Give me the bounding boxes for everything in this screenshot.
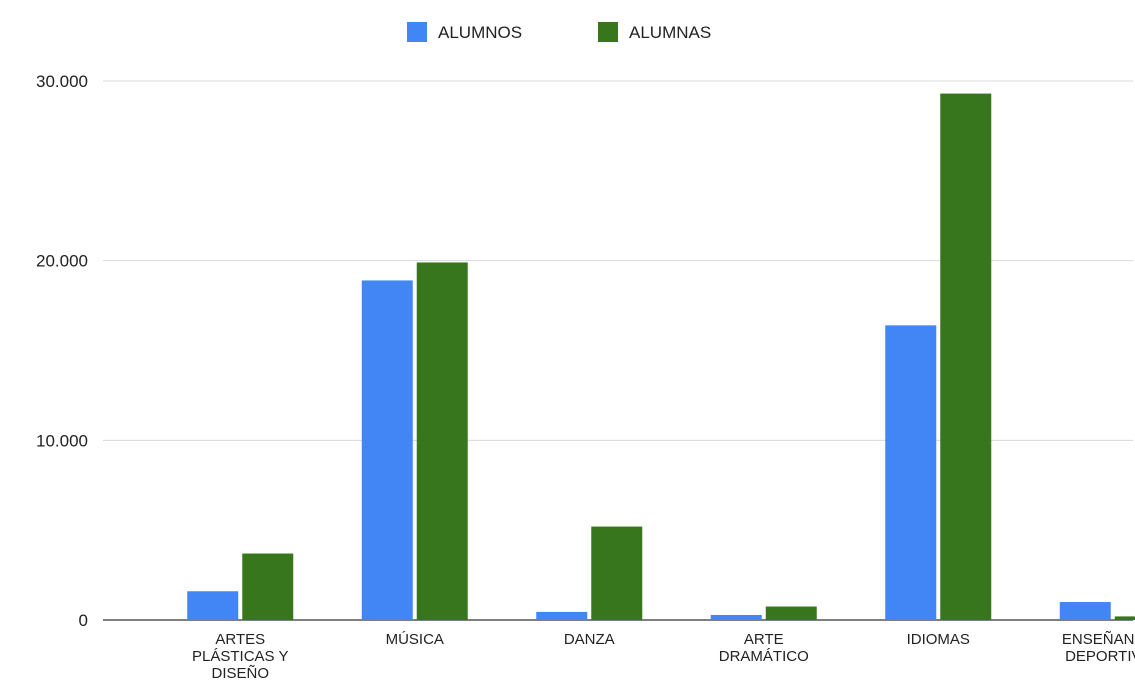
x-tick-label-line: DANZA: [564, 631, 615, 648]
x-tick-label: ENSEÑANZASDEPORTIVAS: [1062, 631, 1135, 665]
x-tick-label: ARTE DRAMÁTICO: [719, 631, 809, 665]
legend-swatch-alumnos: [407, 22, 427, 42]
bar-alumnas-0: [242, 553, 294, 620]
x-tick-label: ARTES PLÁSTICAS Y DISEÑO: [192, 631, 288, 682]
y-tick-label: 0: [79, 611, 88, 630]
x-tick-label: MÚSICA: [386, 631, 444, 648]
bar-alumnos-5: [1059, 602, 1111, 620]
x-tick-label-line: DEPORTIVAS: [1065, 648, 1135, 665]
bar-alumnas-4: [940, 93, 992, 621]
bar-alumnas-5: [1114, 616, 1135, 620]
x-tick-label-line: MÚSICA: [386, 631, 444, 648]
x-tick-label-line: IDIOMAS: [907, 631, 970, 648]
x-tick-label-line: ARTE: [744, 631, 784, 648]
bar-alumnos-3: [710, 614, 762, 620]
y-axis-ticks: 0 10.000 20.000 30.000: [36, 72, 88, 630]
bar-alumnos-4: [885, 325, 937, 620]
y-tick-label: 10.000: [36, 431, 88, 450]
bar-alumnas-3: [765, 606, 817, 620]
bar-alumnas-1: [416, 262, 468, 620]
bar-alumnas-2: [591, 526, 643, 620]
bar-alumnos-0: [187, 591, 239, 620]
legend-label-alumnos: ALUMNOS: [438, 23, 522, 42]
bar-alumnos-1: [361, 280, 413, 620]
bars: [187, 93, 1135, 621]
x-tick-label: DANZA: [564, 631, 615, 648]
x-axis-ticks: ARTES PLÁSTICAS Y DISEÑO MÚSICA DANZA ARTE DRA…: [192, 631, 1135, 682]
legend-swatch-alumnas: [598, 22, 618, 42]
x-tick-label-line: PLÁSTICAS Y: [192, 648, 288, 665]
legend: ALUMNOS ALUMNAS: [407, 22, 711, 42]
x-tick-label-line: ENSEÑANZAS: [1062, 631, 1135, 648]
x-tick-label: IDIOMAS: [907, 631, 970, 648]
x-tick-label-line: ARTES: [215, 631, 265, 648]
y-tick-label: 30.000: [36, 72, 88, 91]
bar-alumnos-2: [536, 611, 588, 620]
x-tick-label-line: DRAMÁTICO: [719, 648, 809, 665]
x-tick-label-line: DISEÑO: [211, 665, 269, 682]
legend-label-alumnas: ALUMNAS: [629, 23, 711, 42]
y-tick-label: 20.000: [36, 252, 88, 271]
